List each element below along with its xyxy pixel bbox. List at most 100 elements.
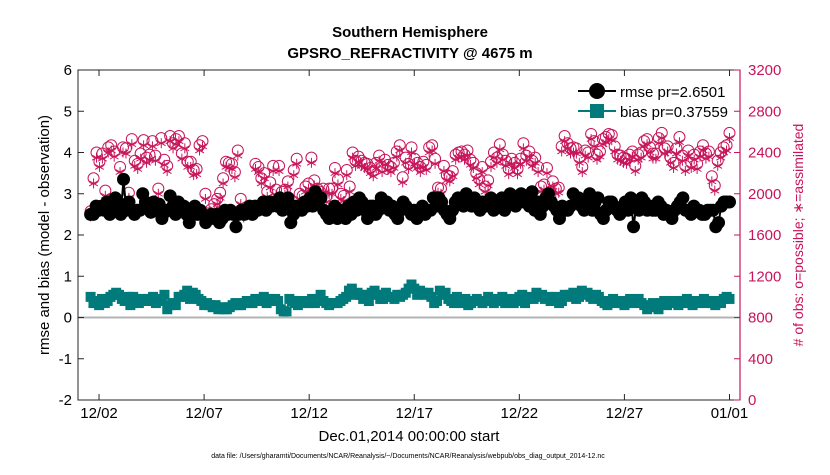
x-tick-label: 12/12: [290, 405, 328, 422]
obs-assimilated-point: [227, 164, 237, 174]
axes-layer: -2 -1 0 1 2 3 4 5 6 0 400 800 1200 1600 2000 2400 2800 32…: [59, 62, 782, 422]
obs-assimilated-point: [518, 143, 528, 154]
bias-point: [273, 296, 284, 306]
rmse-point: [111, 195, 125, 209]
obs-assimilated-point: [724, 133, 735, 144]
obs-assimilated-point: [200, 193, 211, 204]
obs-assimilated-point: [109, 151, 119, 162]
obs-assimilated-point: [88, 178, 99, 189]
obs-assimilated-point: [156, 138, 166, 149]
obs-assimilated-point: [139, 140, 149, 151]
y-left-tick-label: 4: [64, 145, 72, 162]
y-right-tick-label: 2400: [748, 145, 781, 162]
bias-point: [426, 291, 437, 302]
obs-assimilated-point: [121, 148, 131, 159]
obs-assimilated-point: [501, 160, 511, 171]
obs-assimilated-point: [468, 162, 478, 173]
bias-point: [361, 289, 372, 300]
obs-assimilated-point: [230, 172, 240, 183]
obs-assimilated-point: [524, 151, 534, 162]
obs-assimilated-point: [713, 160, 723, 171]
bias-series-layer: [85, 279, 735, 317]
obs-assimilated-point: [330, 168, 340, 179]
obs-assimilated-point: [97, 153, 107, 164]
obs-assimilated-point: [421, 165, 431, 176]
bias-point: [315, 289, 326, 300]
bias-point: [258, 291, 269, 302]
bias-point: [363, 296, 374, 306]
obs-assimilated-point: [274, 166, 284, 177]
rmse-series-layer: [84, 172, 736, 234]
legend: rmse pr=2.6501 bias pr=0.37559: [578, 83, 728, 121]
obs-assimilated-point: [253, 167, 264, 178]
obs-assimilated-point: [374, 155, 384, 166]
obs-assimilated-point: [504, 169, 514, 180]
obs-assimilated-point: [133, 164, 143, 174]
bias-point: [724, 293, 735, 304]
legend-bias-label: bias pr=0.37559: [620, 104, 728, 121]
y-right-tick-label: 2800: [748, 103, 781, 120]
bias-point: [341, 291, 352, 302]
obs-assimilated-point: [462, 150, 473, 161]
obs-assimilated-point: [668, 162, 679, 173]
obs-assimilated-point: [495, 144, 505, 155]
obs-assimilated-point: [197, 141, 208, 152]
bias-point: [556, 296, 567, 306]
y-left-tick-label: -1: [59, 351, 72, 368]
bias-point: [122, 291, 133, 302]
legend-rmse-marker: [589, 83, 605, 99]
rmse-point: [314, 191, 328, 205]
obs-assimilated-point: [642, 139, 652, 150]
y-left-tick-label: -2: [59, 392, 72, 409]
x-tick-label: 12/17: [395, 405, 433, 422]
x-tick-label: 01/01: [711, 405, 749, 422]
y-right-tick-label: 400: [748, 351, 773, 368]
obs-assimilated-point: [389, 162, 399, 173]
obs-assimilated-point: [174, 136, 184, 147]
obs-assimilated-point: [683, 150, 693, 161]
obs-assimilated-point: [554, 187, 564, 198]
bias-point: [281, 306, 292, 317]
y-left-tick-label: 2: [64, 227, 72, 244]
x-tick-label: 12/02: [80, 405, 118, 422]
y-right-tick-label: 0: [748, 392, 756, 409]
bias-point: [551, 291, 562, 302]
bias-point: [85, 291, 96, 302]
rmse-point: [627, 220, 641, 234]
obs-assimilated-point: [368, 171, 378, 182]
obs-assimilated-point: [91, 152, 102, 163]
bias-point: [460, 293, 471, 304]
bias-point: [159, 289, 170, 300]
obs-assimilated-point: [371, 162, 381, 173]
rmse-point: [676, 191, 690, 205]
y-right-tick-label: 1600: [748, 227, 781, 244]
rmse-point: [722, 195, 736, 209]
obs-assimilated-point: [289, 170, 299, 181]
y-left-tick-label: 1: [64, 268, 72, 285]
plot-area: [78, 70, 740, 400]
obs-assimilated-point: [630, 166, 640, 177]
chart-title: Southern Hemisphere: [332, 24, 488, 41]
rmse-point: [229, 220, 243, 234]
bias-point: [409, 283, 420, 294]
obs-assimilated-point: [686, 162, 696, 173]
obs-assimilated-point: [377, 167, 387, 178]
obs-assimilated-point: [677, 155, 687, 166]
legend-rmse-label: rmse pr=2.6501: [620, 84, 725, 101]
obs-assimilated-point: [477, 167, 487, 178]
obs-assimilated-point: [486, 161, 496, 172]
bias-point: [653, 304, 664, 315]
obs-assimilated-point: [283, 181, 293, 192]
x-tick-label: 12/27: [606, 405, 644, 422]
obs-assimilated-point: [586, 134, 596, 145]
y-right-tick-label: 1200: [748, 268, 781, 285]
obs-assimilated-point: [150, 155, 160, 166]
obs-assimilated-point: [153, 188, 163, 199]
obs-assimilated-point: [674, 137, 685, 148]
obs-assimilated-point: [292, 158, 302, 169]
obs-assimilated-point: [474, 179, 484, 190]
obs-assimilated-point: [657, 133, 667, 144]
obs-assimilated-point: [721, 145, 732, 156]
obs-assimilated-point: [583, 152, 593, 163]
